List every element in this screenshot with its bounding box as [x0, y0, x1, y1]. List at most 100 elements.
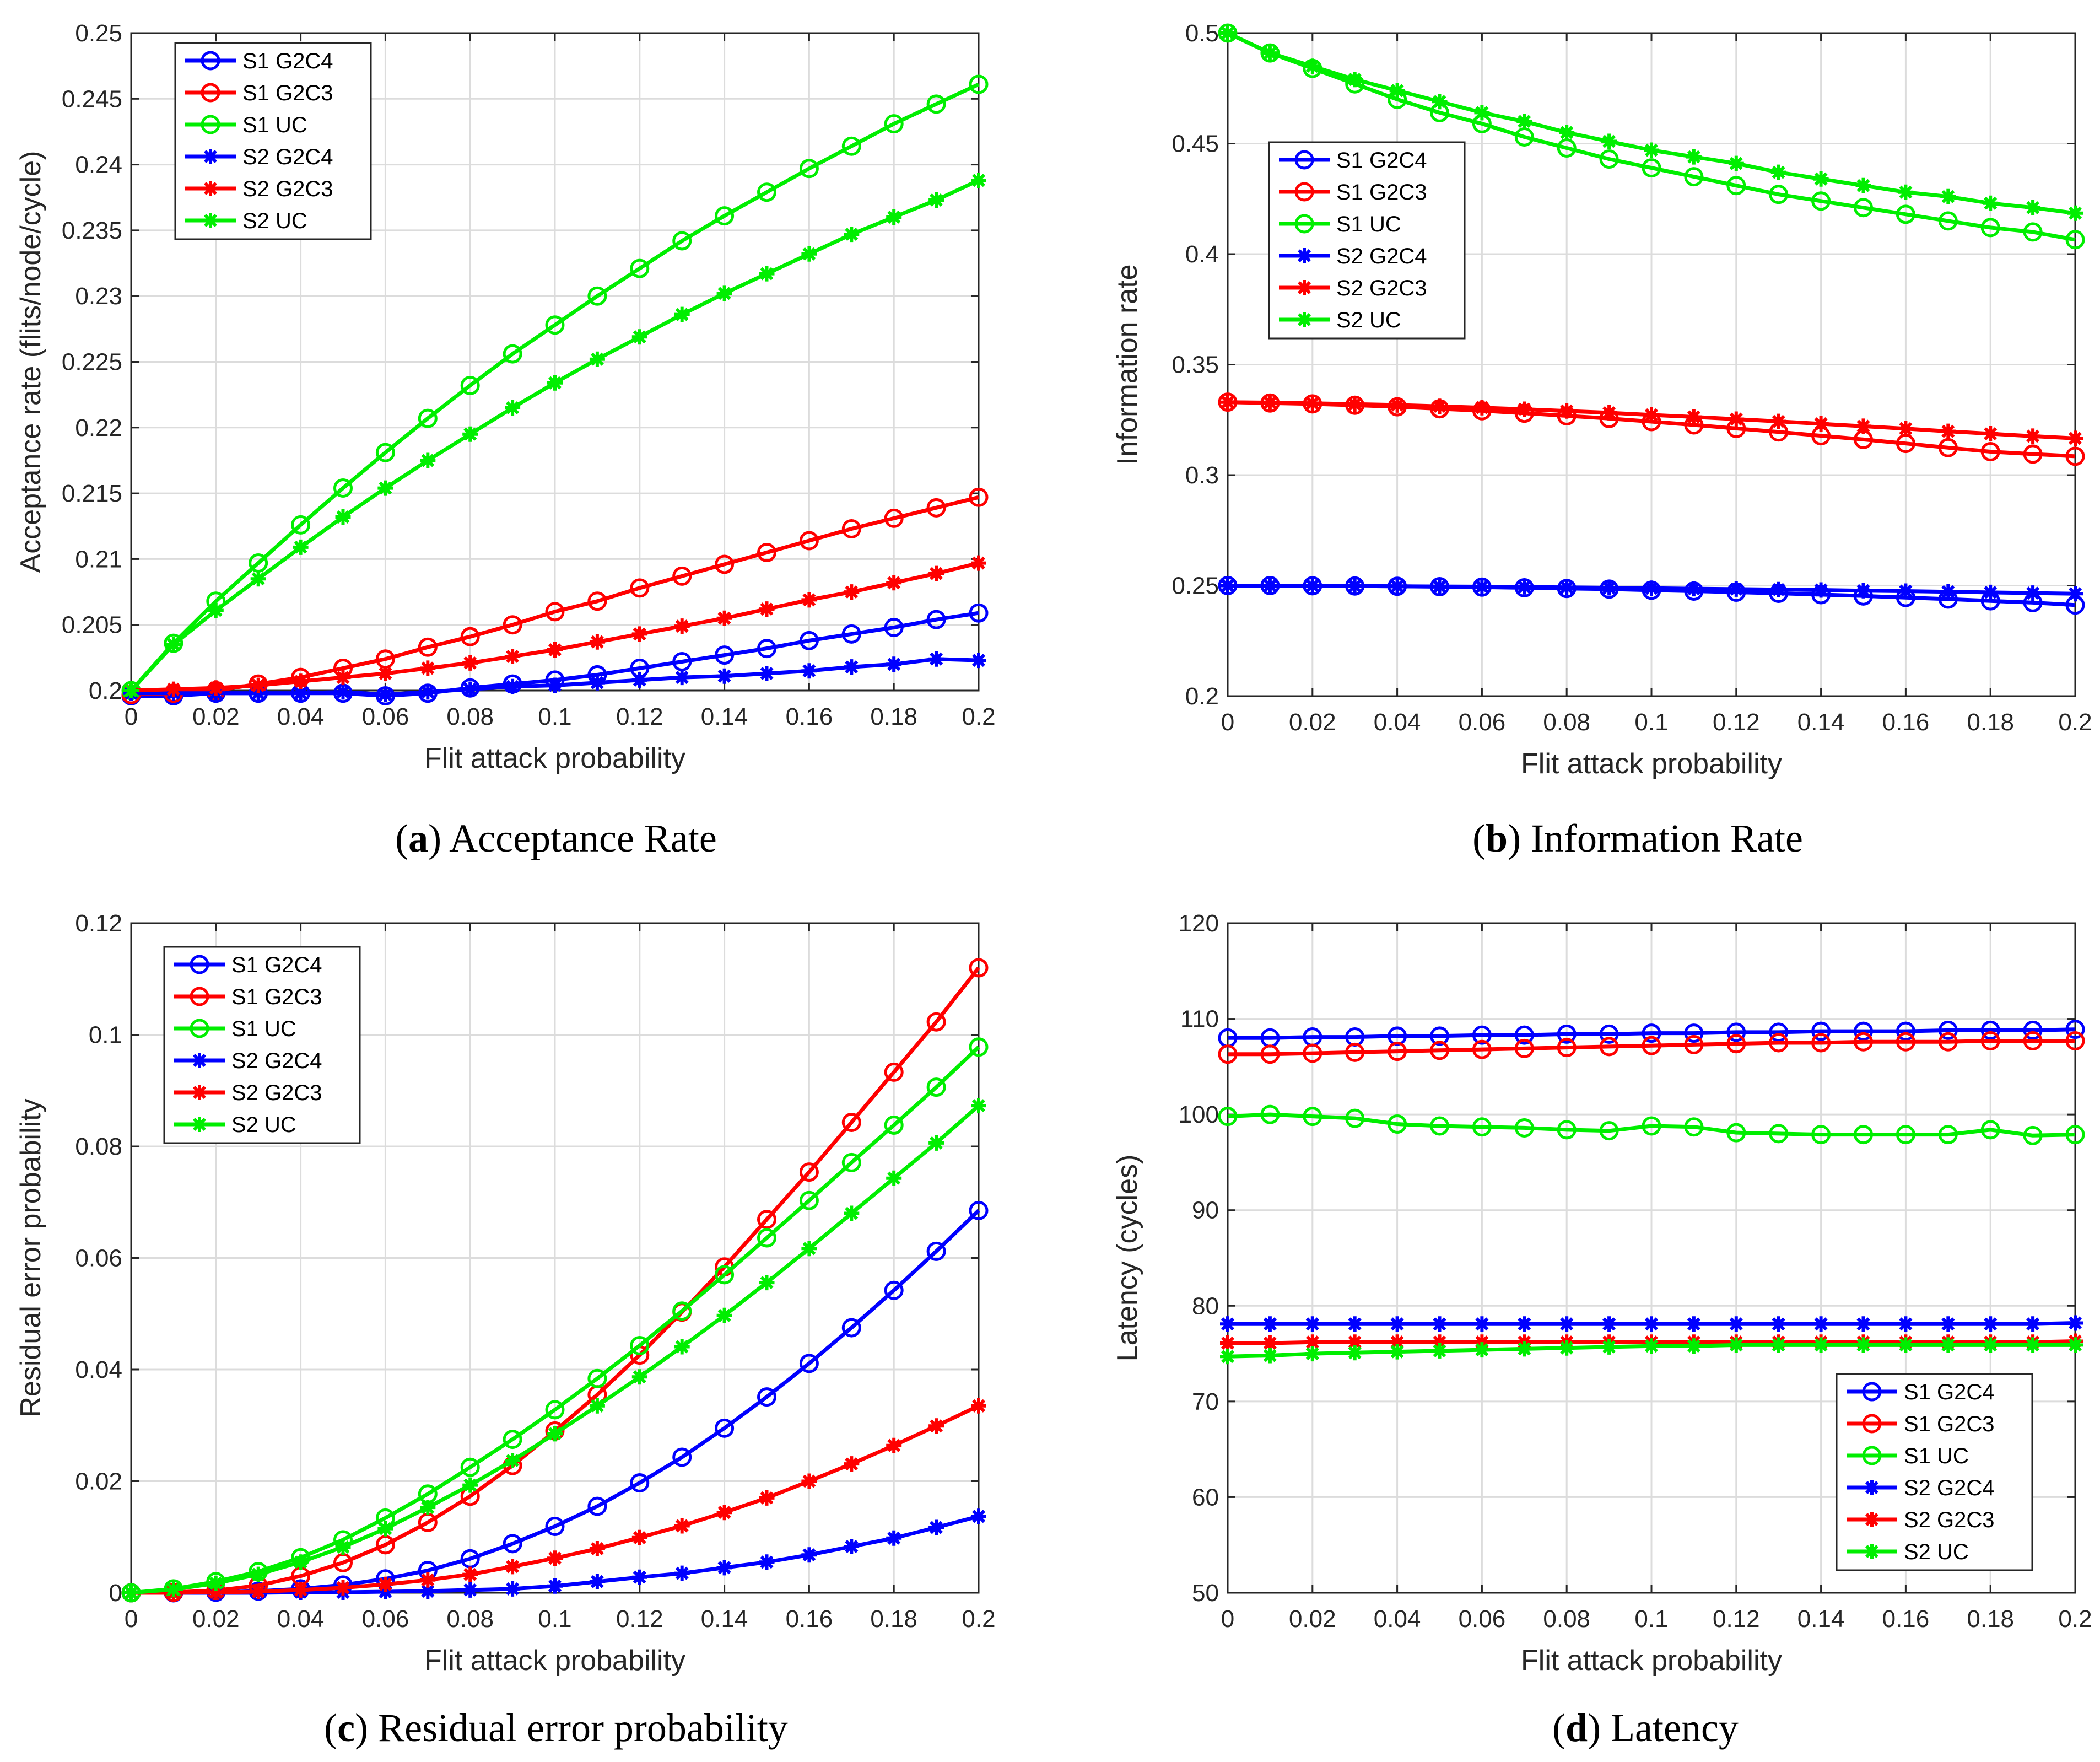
data-point [505, 1453, 521, 1468]
data-point [1684, 1023, 1704, 1043]
y-axis-label: Residual error probability [15, 1098, 47, 1417]
series-line [1227, 31, 2076, 242]
data-point [1262, 1335, 1278, 1351]
y-tick-label: 0.21 [75, 546, 122, 573]
data-point [462, 655, 478, 671]
data-point [1726, 1034, 1746, 1054]
caption-text: Latency [1611, 1706, 1739, 1750]
data-point [1430, 1026, 1449, 1046]
data-point [1516, 1341, 1532, 1357]
x-tick-label: 0 [125, 1605, 138, 1632]
data-point [375, 443, 395, 462]
data-point [1728, 155, 1744, 171]
data-point [2067, 586, 2083, 602]
data-point [1769, 185, 1789, 204]
data-point [1854, 1021, 1873, 1041]
data-point [971, 1398, 986, 1414]
data-point [1516, 1316, 1532, 1332]
legend-entry: S1 G2C4 [174, 953, 322, 977]
x-tick-label: 0.12 [616, 1605, 663, 1632]
data-point [1388, 1042, 1407, 1061]
data-point [587, 1496, 607, 1516]
chart-panel-b: 0 0.02 0.04 0.06 0.08 0.1 0.12 0.14 0.16 0.18 0.2 0… [1111, 20, 2092, 860]
data-point [630, 578, 650, 598]
legend-entry: S1 G2C4 [185, 49, 333, 73]
data-point [462, 1566, 478, 1582]
x-tick-label: 0.1 [538, 703, 571, 730]
x-tick-label: 0.06 [1459, 709, 1506, 736]
data-point [1644, 407, 1659, 423]
legend-entry: S2 G2C3 [1279, 276, 1427, 300]
legend-marker [190, 1019, 209, 1038]
data-point [1644, 142, 1659, 158]
x-tick-label: 0.2 [962, 1605, 995, 1632]
data-point [377, 480, 393, 496]
legend-marker [1294, 182, 1314, 202]
data-point [1811, 1033, 1831, 1053]
data-point [420, 660, 436, 676]
data-point [759, 266, 775, 282]
series-s2-uc [1220, 25, 2083, 221]
data-point [547, 642, 563, 658]
y-tick-label: 0.45 [1172, 131, 1219, 158]
data-point [672, 231, 692, 251]
data-point [757, 639, 776, 659]
data-point [1983, 195, 1999, 211]
series-line [131, 1046, 980, 1595]
data-point [1599, 149, 1619, 169]
legend-marker [203, 181, 218, 196]
data-point [1601, 1339, 1617, 1355]
data-point [250, 1584, 266, 1599]
legend-label: S1 UC [242, 113, 307, 137]
data-point [2025, 428, 2041, 444]
data-point [1601, 133, 1617, 149]
data-point [589, 1398, 605, 1414]
data-point [716, 1505, 732, 1521]
data-point [1940, 188, 1956, 204]
data-point [1389, 1316, 1405, 1332]
x-tick-label: 0.06 [1459, 1605, 1506, 1632]
data-point [801, 246, 817, 262]
data-point [1516, 114, 1532, 130]
data-point [757, 1228, 776, 1248]
data-point [208, 1575, 224, 1591]
data-point [926, 1241, 946, 1261]
x-tick-label: 0.16 [1882, 1605, 1930, 1632]
data-point [1642, 158, 1661, 178]
legend-marker [203, 149, 218, 164]
legend-label: S1 G2C3 [231, 985, 322, 1009]
data-point [2025, 200, 2041, 215]
legend-marker [1862, 1382, 1882, 1402]
data-point [1938, 211, 1958, 231]
x-tick-label: 0.14 [701, 703, 748, 730]
data-point [420, 1572, 436, 1588]
data-point [545, 1400, 565, 1420]
legend-marker [1862, 1446, 1882, 1465]
legend-entry: S2 UC [185, 209, 307, 233]
data-point [1559, 579, 1575, 595]
chart-panel-d: 0 0.02 0.04 0.06 0.08 0.1 0.12 0.14 0.16 0.18 0.2 5… [1111, 910, 2092, 1750]
data-point [250, 1566, 266, 1582]
data-point [291, 515, 311, 535]
legend-entry: S2 UC [1279, 308, 1401, 332]
y-tick-label: 0.3 [1185, 462, 1219, 489]
data-point [630, 258, 650, 278]
data-point [1644, 1316, 1659, 1332]
legend-entry: S1 UC [174, 1017, 296, 1041]
data-point [589, 675, 605, 691]
data-point [293, 673, 309, 689]
data-point [123, 1585, 139, 1601]
y-tick-label: 0.25 [75, 20, 122, 47]
y-tick-label: 0.25 [1172, 573, 1219, 600]
data-point [165, 681, 181, 697]
y-tick-label: 0.235 [62, 217, 122, 244]
data-point [928, 565, 944, 581]
data-point [716, 610, 732, 626]
data-point [1770, 1337, 1786, 1353]
data-point [1303, 1043, 1322, 1063]
data-point [1854, 198, 1873, 218]
data-point [1220, 25, 1235, 41]
data-point [841, 1152, 861, 1172]
data-point [1474, 579, 1490, 595]
x-tick-label: 0.18 [870, 703, 917, 730]
